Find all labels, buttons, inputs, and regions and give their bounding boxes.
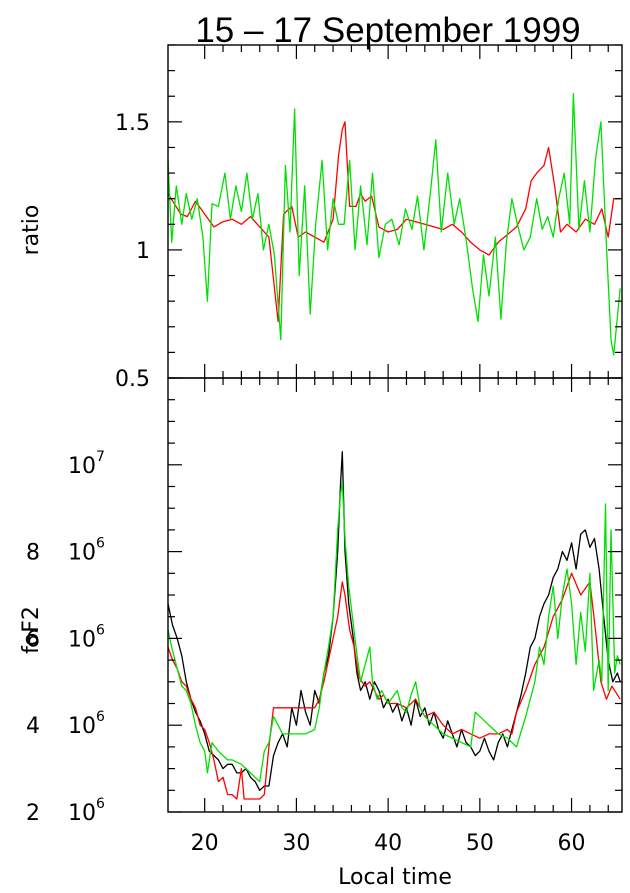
fof2-y-tick-exponent: 6 <box>96 622 105 638</box>
ratio-y-tick-label: 1 <box>136 239 150 264</box>
ratio-plot-area <box>167 93 621 356</box>
x-tick-label: 20 <box>191 831 219 856</box>
chart-title: 15 – 17 September 1999 <box>195 11 580 50</box>
fof2-x-ticks: 20 30 40 50 60 <box>191 378 609 856</box>
x-tick-label: 30 <box>282 831 310 856</box>
ratio-y-tick-label: 1.5 <box>115 111 150 136</box>
fof2-y-tick-label: 10 7 <box>68 449 105 479</box>
fof2-y-tick-exponent: 6 <box>96 709 105 725</box>
fof2-y-tick-base: 10 <box>68 541 96 566</box>
fof2-y-tick-label: 8 10 6 <box>26 536 105 566</box>
ratio-panel-frame <box>167 44 623 379</box>
x-tick-label: 40 <box>374 831 402 856</box>
ratio-x-ticks <box>204 45 609 378</box>
x-axis-label: Local time <box>338 865 452 890</box>
fof2-y-tick-label: 2 10 6 <box>26 796 105 826</box>
fof2-plot-area <box>167 451 621 800</box>
ratio-y-tick-label: 0.5 <box>115 367 150 392</box>
fof2-y-tick-base: 10 <box>68 714 96 739</box>
fof2-y-axis-label: foF2 <box>19 606 44 654</box>
ratio-series-1 <box>167 93 621 356</box>
fof2-y-tick-mantissa: 4 <box>26 714 40 739</box>
fof2-y-tick-mantissa: 8 <box>26 541 40 566</box>
ratio-panel: 0.5 1 1.5 ratio <box>19 44 623 392</box>
ratio-y-axis-label: ratio <box>19 205 44 256</box>
fof2-series-0 <box>167 451 621 791</box>
x-tick-label: 50 <box>466 831 494 856</box>
fof2-y-tick-base: 10 <box>68 627 96 652</box>
fof2-series-2 <box>167 481 621 783</box>
fof2-y-tick-exponent: 6 <box>96 796 105 812</box>
fof2-y-tick-mantissa: 6 <box>26 627 40 652</box>
fof2-y-tick-base: 10 <box>68 454 96 479</box>
ratio-series-0 <box>167 121 621 323</box>
fof2-series-1 <box>167 572 621 800</box>
fof2-y-tick-base: 10 <box>68 801 96 826</box>
fof2-y-tick-mantissa: 2 <box>26 801 40 826</box>
fof2-y-tick-exponent: 6 <box>96 536 105 552</box>
fof2-y-tick-label: 4 10 6 <box>26 709 105 739</box>
x-tick-label: 60 <box>558 831 586 856</box>
fof2-y-tick-label: 6 10 6 <box>26 622 105 652</box>
fof2-y-tick-exponent: 7 <box>96 449 105 465</box>
